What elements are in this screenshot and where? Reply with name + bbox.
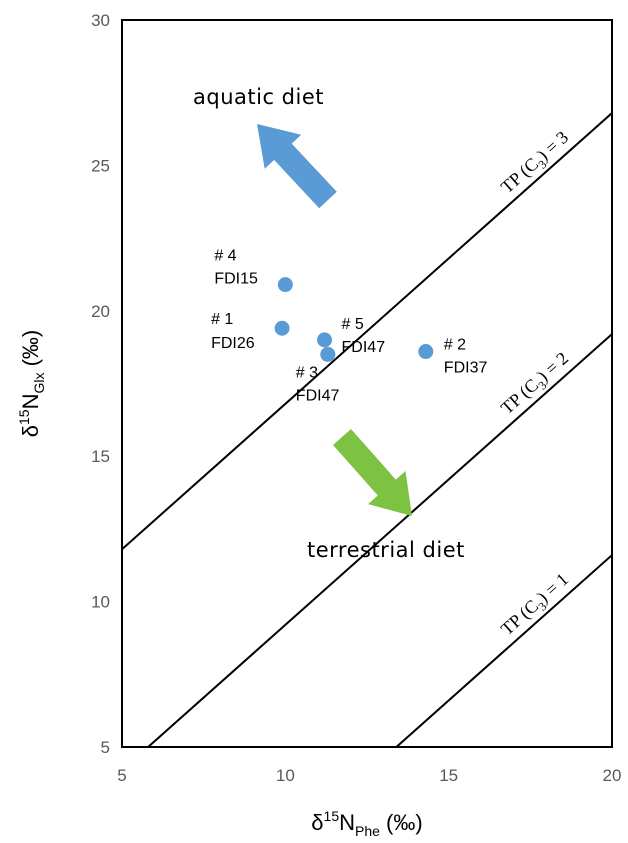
tp-line-label: TP (C3) = 1 [497,569,575,642]
data-point [274,320,290,336]
aquatic-arrow-icon [257,124,337,209]
y-tick-label: 5 [101,738,110,757]
point-id-label: # 2 [444,337,466,354]
y-tick-label: 30 [91,11,110,30]
point-id-label: # 1 [211,311,233,328]
x-tick-label: 15 [439,766,458,785]
tp-line [395,554,612,747]
data-points: # 4 FDI15 # 1 FDI26 # 5 FDI47 # 3 FDI47 # 2 FDI37 [211,248,487,405]
terrestrial-diet-label: terrestrial diet [307,538,465,562]
y-axis-title: δ15NGlx (‰) [16,330,47,437]
point-tooth-label: FDI47 [342,339,386,356]
data-point [317,332,333,348]
y-tick-label: 20 [91,302,110,321]
plot-area [121,19,613,748]
y-tick-label: 10 [91,593,110,612]
point-tooth-label: FDI15 [214,271,258,288]
y-tick-label: 15 [91,447,110,466]
data-point [320,346,336,362]
x-tick-label: 5 [117,766,126,785]
data-point [418,344,434,360]
tp-line-label: TP (C3) = 2 [497,348,575,421]
data-point [277,277,293,293]
annotations: aquatic diet terrestrial diet [193,85,465,562]
point-id-label: # 3 [296,364,318,381]
point-id-label: # 5 [342,316,364,333]
terrestrial-arrow-icon [333,429,412,516]
x-tick-label: 20 [603,766,622,785]
plot-frame [121,19,613,748]
point-tooth-label: FDI37 [444,360,488,377]
aquatic-diet-label: aquatic diet [193,85,324,109]
x-tick-label: 10 [276,766,295,785]
tp-line [122,112,612,551]
tp-line-label: TP (C3) = 3 [497,127,575,200]
x-axis-title: δ15NPhe (‰) [311,808,422,839]
axis-titles: δ15NPhe (‰) δ15NGlx (‰) [16,330,423,839]
point-tooth-label: FDI47 [296,387,340,404]
point-id-label: # 4 [214,248,236,265]
point-tooth-label: FDI26 [211,335,255,352]
y-tick-label: 25 [91,156,110,175]
trophic-lines: TP (C3) = 3 TP (C3) = 2 TP (C3) = 1 [122,112,612,747]
tp-line [147,333,612,747]
tick-labels: 5 10 15 20 5 10 15 20 25 30 [91,11,621,785]
